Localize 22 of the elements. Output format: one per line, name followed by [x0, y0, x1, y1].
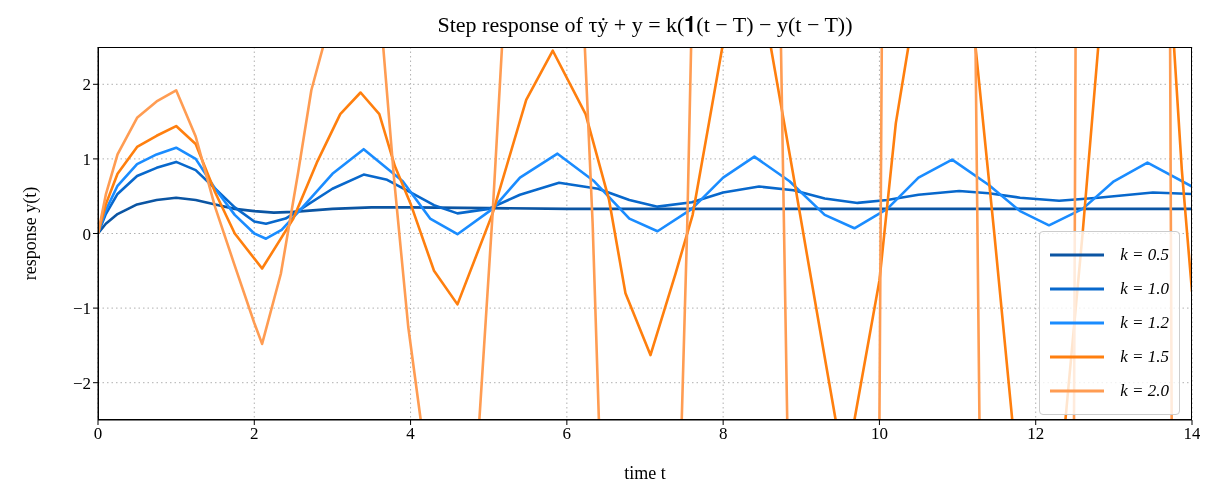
y-tick-label: 1 — [82, 149, 91, 169]
x-tick-label: 14 — [1183, 424, 1201, 444]
legend-label: k = 1.2 — [1120, 313, 1169, 333]
x-tick-label: 2 — [250, 424, 259, 444]
line-series — [98, 196, 1192, 235]
x-tick-label: 6 — [562, 424, 572, 444]
line-series — [98, 146, 1192, 241]
x-tick-label: 4 — [406, 424, 416, 444]
chart-title: Step response of τẏ + y = k(𝟏(t − T) − y(t − T)) — [436, 12, 854, 38]
legend-label: k = 2.0 — [1120, 381, 1169, 401]
legend-label: k = 1.5 — [1120, 347, 1169, 367]
y-axis-title: response y(t) — [20, 186, 42, 281]
x-tick-label: 8 — [718, 424, 728, 444]
y-tick-label: −1 — [72, 299, 91, 319]
y-tick-label: 2 — [82, 75, 91, 95]
legend-label: k = 0.5 — [1120, 245, 1169, 265]
x-axis-title: time t — [624, 463, 666, 483]
y-tick-label: −2 — [72, 373, 91, 393]
legend-label: k = 1.0 — [1120, 279, 1169, 299]
x-tick-label: 12 — [1027, 424, 1045, 444]
x-tick-label: 10 — [870, 424, 888, 444]
y-tick-label: 0 — [82, 224, 91, 244]
